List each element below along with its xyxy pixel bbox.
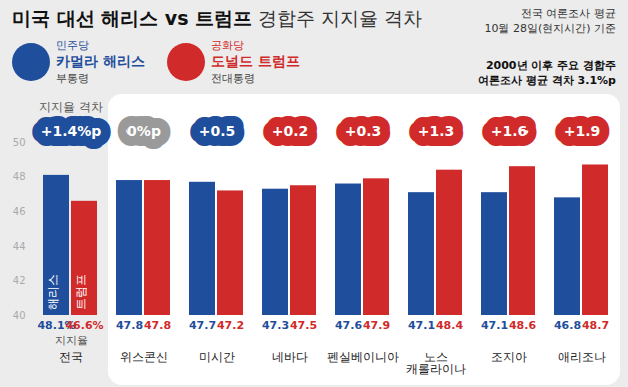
svg-text:지지율: 지지율 [55,334,88,347]
svg-text:48: 48 [13,171,26,182]
svg-text:48.6: 48.6 [509,319,536,332]
svg-text:전국: 전국 [59,350,83,364]
svg-text:트럼프: 트럼프 [74,274,88,310]
svg-text:위스콘신: 위스콘신 [120,350,168,364]
svg-text:해리스: 해리스 [46,274,60,310]
svg-text:48.1%: 48.1% [37,319,76,333]
html-text:여론조사 평균 격차 3.1%p: 여론조사 평균 격차 3.1%p [478,74,616,87]
svg-text:40: 40 [13,310,26,321]
svg-text:47.9: 47.9 [363,319,390,332]
html-text:전국 여론조사 평균: 전국 여론조사 평균 [521,7,616,20]
svg-text:47.8: 47.8 [116,319,143,332]
svg-text:+1.4%p: +1.4%p [41,123,102,139]
svg-text:47.7: 47.7 [189,319,216,332]
html-text:카멀라 해리스: 카멀라 해리스 [56,53,145,69]
html-text:2000년 이후 주요 경합주: 2000년 이후 주요 경합주 [485,59,616,72]
svg-text:지지율 격차: 지지율 격차 [39,100,103,114]
svg-text:47.3: 47.3 [262,319,289,332]
svg-text:47.6: 47.6 [335,319,362,332]
svg-text:47.2: 47.2 [217,319,244,332]
svg-text:펜실베이니아: 펜실베이니아 [327,350,399,364]
svg-text:46.8: 46.8 [554,319,581,332]
svg-text:네바다: 네바다 [272,350,308,364]
svg-text:48.7: 48.7 [582,319,609,332]
html-text:공화당: 공화당 [210,39,244,52]
svg-text:47.8: 47.8 [144,319,171,332]
svg-text:+1.6: +1.6 [491,123,528,139]
svg-text:0%p: 0%p [127,123,161,139]
svg-text:+1.9: +1.9 [564,123,601,139]
svg-text:+0.3: +0.3 [345,123,382,139]
html-text:부통령: 부통령 [56,72,89,85]
svg-text:44: 44 [13,241,26,252]
svg-text:미시간: 미시간 [199,350,235,364]
svg-text:42: 42 [13,275,26,286]
html-text:전대통령: 전대통령 [210,72,255,85]
svg-text:47.1: 47.1 [481,319,508,332]
svg-text:48.4: 48.4 [436,319,463,332]
svg-text:47.5: 47.5 [290,319,317,332]
svg-text:46.6%: 46.6% [65,319,103,332]
html-text:민주당: 민주당 [56,39,89,52]
html-text:도널드 트럼프: 도널드 트럼프 [210,53,300,69]
html-text:10월 28일(현지시간) 기준: 10월 28일(현지시간) 기준 [484,22,616,35]
svg-text:+0.2: +0.2 [272,123,309,139]
svg-text:애리조나: 애리조나 [558,350,606,364]
svg-text:노스캐롤라이나: 노스캐롤라이나 [406,350,466,376]
svg-text:47.1: 47.1 [408,319,435,332]
svg-text:46: 46 [13,206,26,217]
svg-text:+1.3: +1.3 [418,123,455,139]
svg-text:+0.5: +0.5 [199,123,236,139]
html-text:미국 대선 해리스 vs 트럼프 경합주 지지율 격차: 미국 대선 해리스 vs 트럼프 경합주 지지율 격차 [12,7,423,29]
svg-text:조지아: 조지아 [491,350,527,364]
svg-text:50: 50 [13,137,26,148]
